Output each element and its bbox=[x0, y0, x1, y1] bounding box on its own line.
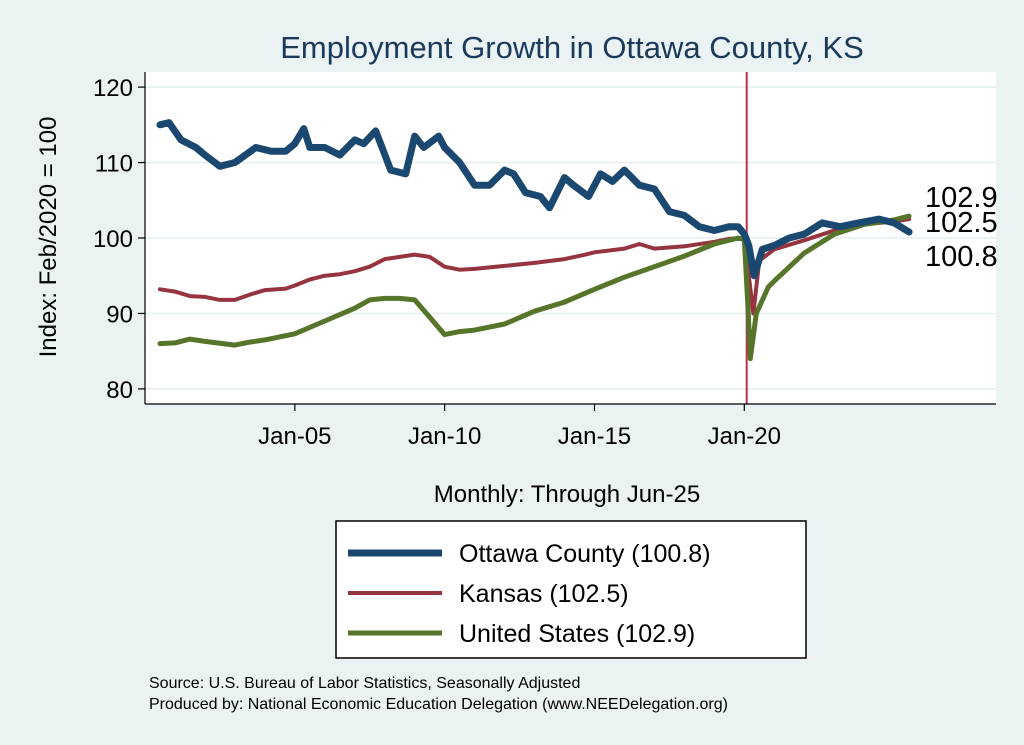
end-label-united-states: 102.9 bbox=[925, 182, 998, 214]
y-axis-label: Index: Feb/2020 = 100 bbox=[35, 117, 62, 358]
series-layer bbox=[156, 119, 913, 362]
y-ticks: 80 90 100 110 120 bbox=[93, 75, 145, 404]
series-line-united-states bbox=[157, 213, 912, 362]
y-tick-label-100: 100 bbox=[93, 226, 133, 253]
x-tick-label-Jan-15: Jan-15 bbox=[558, 423, 631, 450]
end-labels: 102.9 102.5 100.8 bbox=[925, 182, 998, 273]
y-tick-label-90: 90 bbox=[106, 301, 133, 328]
y-tick-label-120: 120 bbox=[93, 75, 133, 102]
legend-label-united-states: United States (102.9) bbox=[459, 620, 695, 648]
source-line-1: Source: U.S. Bureau of Labor Statistics,… bbox=[149, 675, 580, 692]
x-axis-label: Monthly: Through Jun-25 bbox=[434, 481, 700, 508]
legend-label-kansas: Kansas (102.5) bbox=[459, 580, 629, 608]
legend: Ottawa County (100.8) Kansas (102.5) Uni… bbox=[335, 520, 807, 659]
chart-title: Employment Growth in Ottawa County, KS bbox=[280, 30, 864, 65]
y-tick-label-110: 110 bbox=[95, 151, 133, 178]
x-tick-label-Jan-10: Jan-10 bbox=[408, 423, 481, 450]
x-tick-label-Jan-05: Jan-05 bbox=[258, 423, 331, 450]
grid-lines bbox=[145, 86, 996, 390]
series-line-kansas bbox=[158, 217, 912, 316]
source-line-2: Produced by: National Economic Education… bbox=[149, 696, 728, 713]
legend-label-ottawa: Ottawa County (100.8) bbox=[459, 540, 711, 568]
series-line-ottawa-county bbox=[156, 119, 913, 280]
end-label-ottawa: 100.8 bbox=[925, 241, 998, 273]
x-ticks: Jan-05 Jan-10 Jan-15 Jan-20 bbox=[258, 404, 781, 450]
x-tick-label-Jan-20: Jan-20 bbox=[708, 423, 781, 450]
y-tick-label-80: 80 bbox=[106, 377, 133, 404]
end-label-kansas: 102.5 bbox=[925, 207, 998, 239]
